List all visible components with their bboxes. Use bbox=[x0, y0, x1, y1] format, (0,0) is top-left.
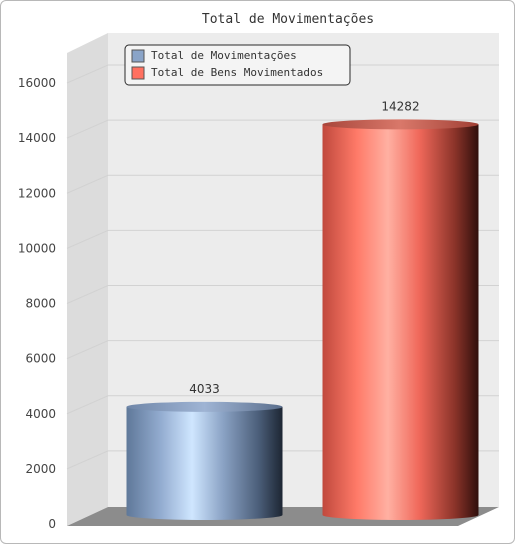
y-tick-label: 8000 bbox=[25, 297, 56, 311]
y-tick-label: 4000 bbox=[25, 407, 56, 421]
legend-label-series-2: Total de Bens Movimentados bbox=[151, 66, 323, 79]
bars: 4033 14282 bbox=[126, 99, 479, 521]
legend-swatch-blue bbox=[131, 49, 145, 63]
chart-title: Total de Movimentações bbox=[202, 12, 374, 27]
y-tick-label: 16000 bbox=[18, 76, 56, 90]
bar-value-label: 4033 bbox=[189, 382, 220, 396]
legend-label-series-1: Total de Movimentações bbox=[151, 49, 297, 62]
legend-box bbox=[124, 44, 351, 86]
bar-body bbox=[126, 406, 283, 520]
bar-top bbox=[322, 119, 479, 130]
bar-top bbox=[126, 401, 283, 412]
bar-value-label: 14282 bbox=[381, 99, 419, 113]
y-tick-label: 0 bbox=[48, 517, 56, 531]
y-axis-tick-labels: 0 2000 4000 6000 8000 10000 12000 14000 16000 bbox=[18, 76, 56, 531]
bar-1: 4033 bbox=[126, 382, 283, 520]
bar-body bbox=[322, 124, 479, 521]
bar-2: 14282 bbox=[322, 99, 479, 521]
y-tick-label: 10000 bbox=[18, 241, 56, 255]
y-tick-label: 6000 bbox=[25, 352, 56, 366]
legend-swatch-red bbox=[131, 66, 145, 80]
y-tick-label: 14000 bbox=[18, 131, 56, 145]
legend: Total de Movimentações Total de Bens Mov… bbox=[124, 44, 351, 86]
gridline bbox=[66, 64, 499, 84]
left-wall bbox=[67, 33, 108, 526]
y-tick-label: 12000 bbox=[18, 186, 56, 200]
y-tick-label: 2000 bbox=[25, 462, 56, 476]
